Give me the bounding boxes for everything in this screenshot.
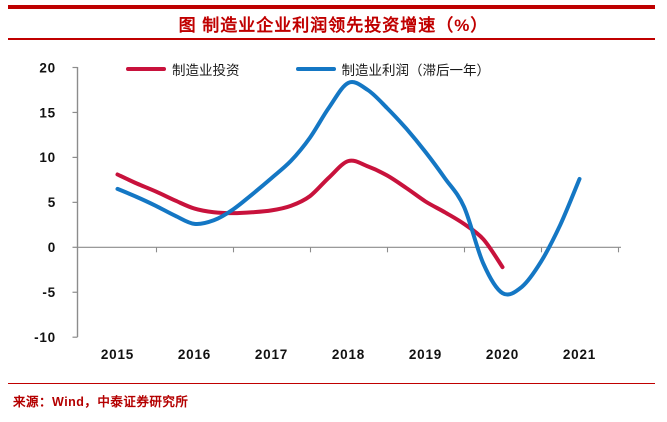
x-tick-label: 2020 <box>486 347 519 362</box>
y-tick-label: 10 <box>39 150 56 165</box>
investment-line-swatch <box>126 67 166 71</box>
legend-item-profit: 制造业利润（滞后一年） <box>295 59 491 79</box>
x-tick-label: 2015 <box>101 347 134 362</box>
series-line-manufacturing-profit-lagged-1y <box>115 80 582 297</box>
y-tick-label: -10 <box>34 330 56 345</box>
y-tick-label: 20 <box>39 60 56 75</box>
bottom-divider-rule <box>8 383 655 385</box>
y-tick-label: -5 <box>42 285 56 300</box>
y-tick-label: 0 <box>48 240 56 255</box>
top-rule <box>8 5 655 9</box>
legend-label-investment: 制造业投资 <box>172 63 240 78</box>
legend-item-investment: 制造业投资 <box>126 59 240 79</box>
x-tick-label: 2021 <box>563 347 596 362</box>
x-tick-label: 2019 <box>409 347 442 362</box>
y-tick-label: 5 <box>48 195 56 210</box>
x-tick-label: 2017 <box>255 347 288 362</box>
x-tick-label: 2016 <box>178 347 211 362</box>
chart-title: 图 制造业企业利润领先投资增速（%） <box>178 16 489 35</box>
legend-label-profit: 制造业利润（滞后一年） <box>341 63 491 78</box>
title-divider-rule <box>8 38 655 40</box>
chart-legend: 制造业投资 制造业利润（滞后一年） <box>126 59 491 79</box>
source-note: 来源：Wind，中泰证券研究所 <box>13 395 189 409</box>
series-line-manufacturing-investment <box>115 158 505 270</box>
profit-line-swatch <box>295 67 336 71</box>
x-tick-label: 2018 <box>332 347 365 362</box>
y-tick-label: 15 <box>39 105 56 120</box>
